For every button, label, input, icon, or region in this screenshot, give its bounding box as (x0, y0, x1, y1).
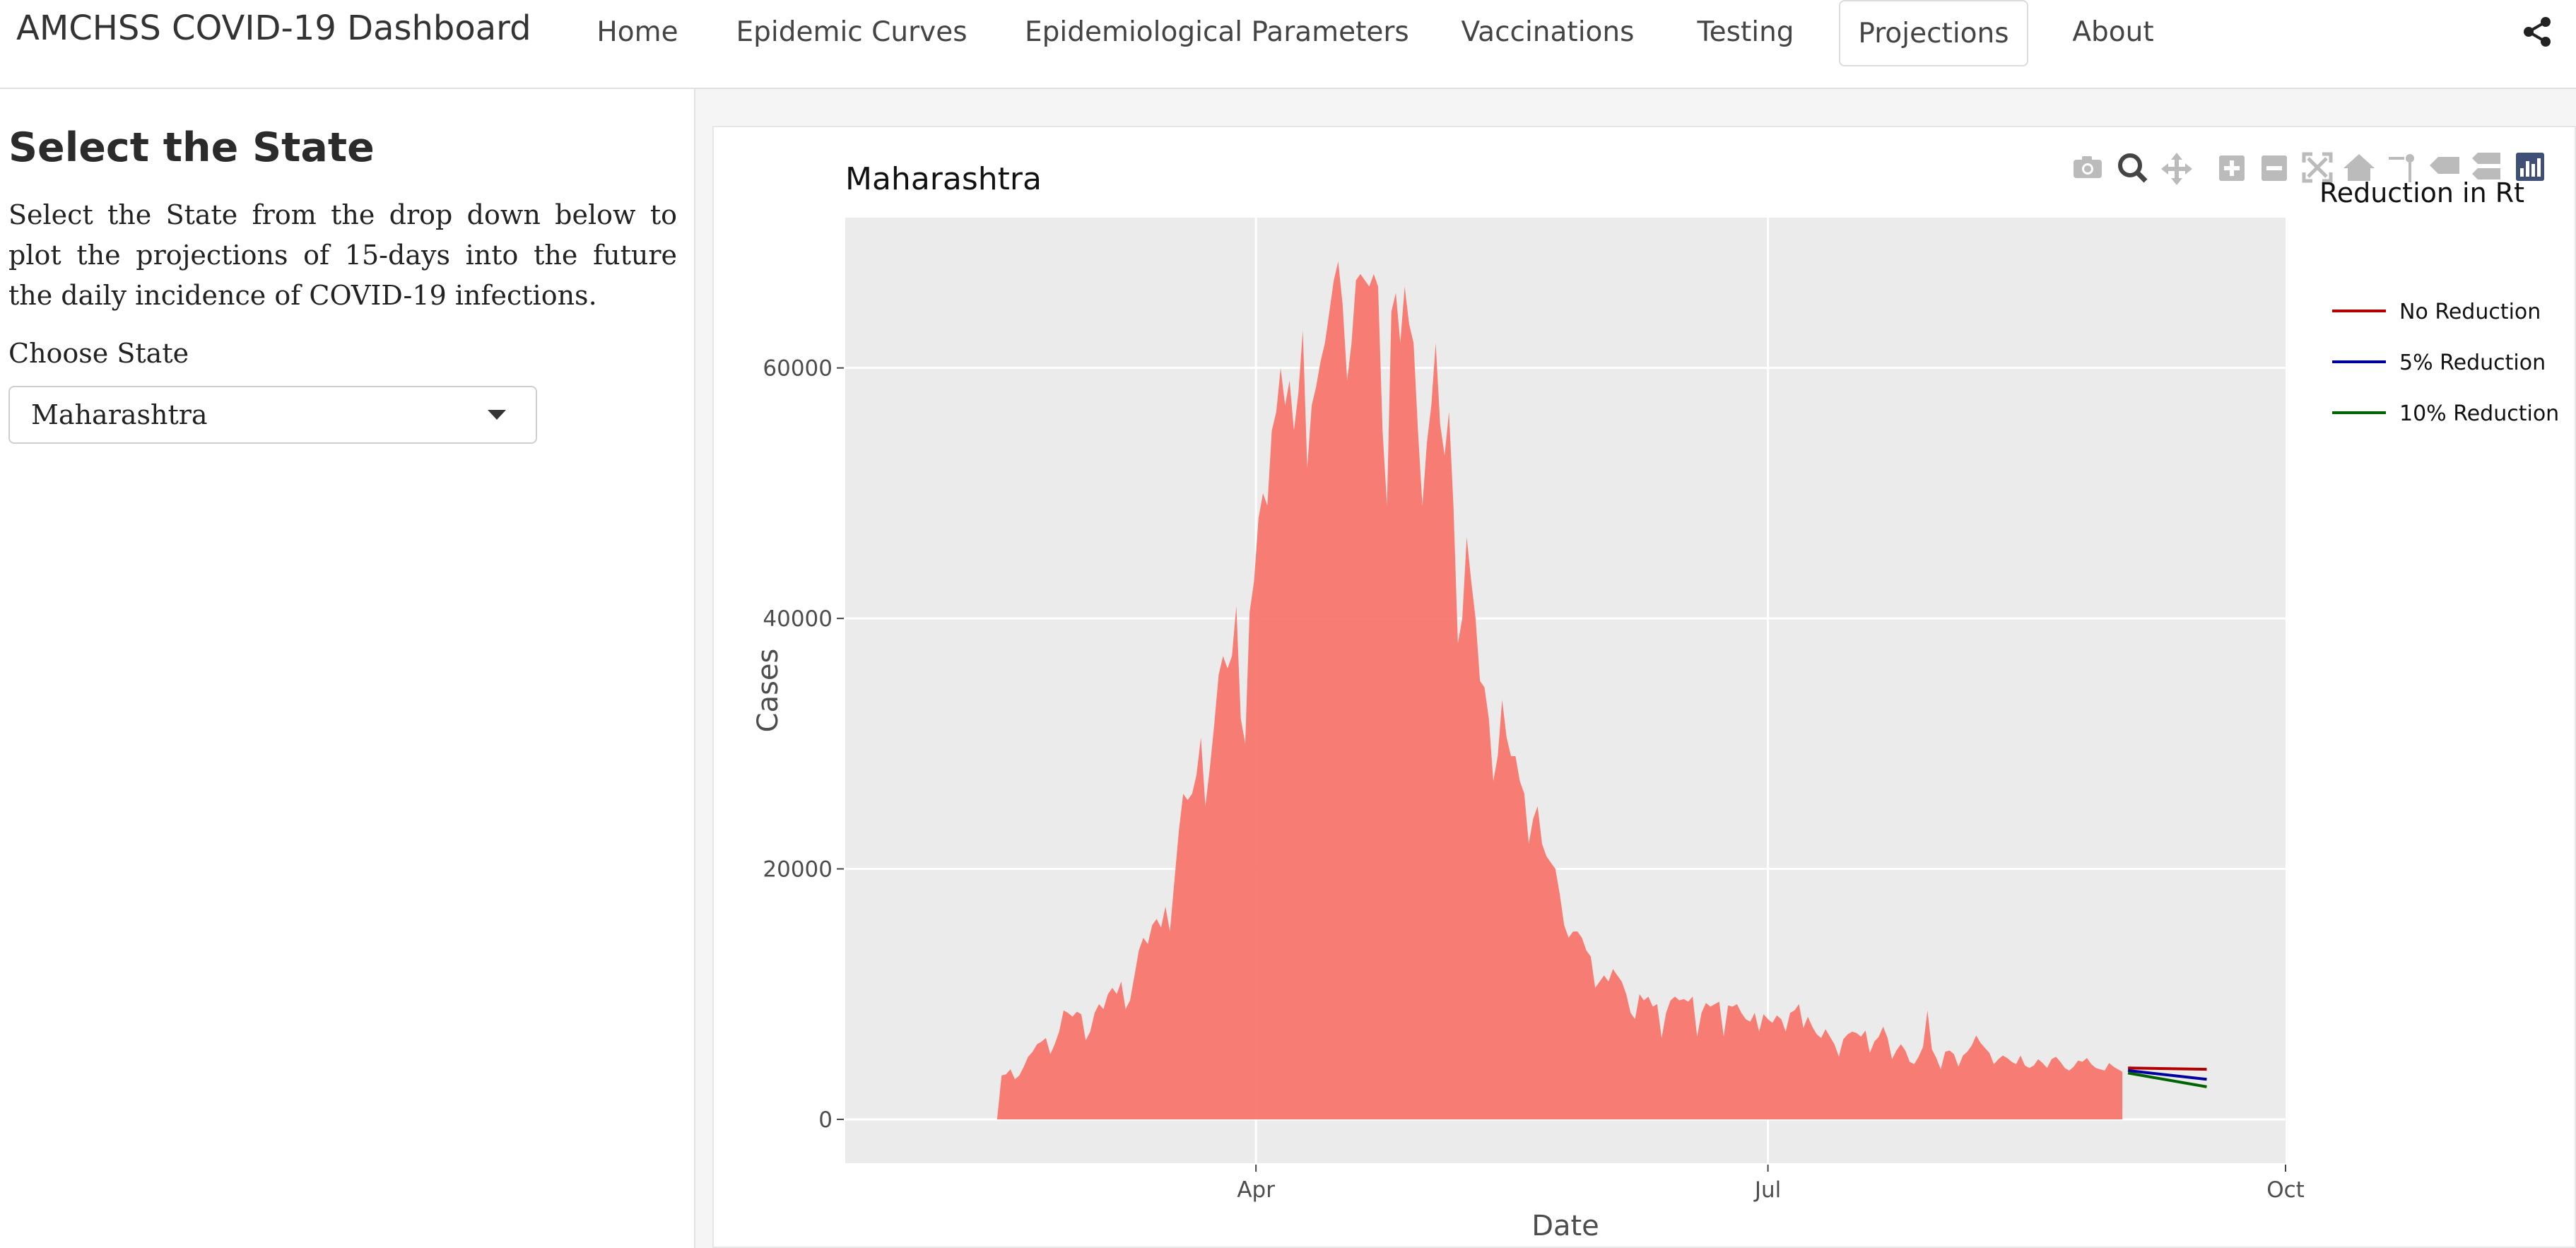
legend-item-ten-pct[interactable]: 10% Reduction (2332, 401, 2559, 426)
sidebar: Select the State Select the State from t… (0, 89, 695, 1248)
brand-title[interactable]: AMCHSS COVID-19 Dashboard (16, 8, 531, 48)
no-reduction-line[interactable] (2128, 1066, 2207, 1071)
nav-epidemic-curves[interactable]: Epidemic Curves (736, 16, 968, 48)
nav-projections[interactable]: Projections (1839, 0, 2028, 66)
legend-item-five-pct[interactable]: 5% Reduction (2332, 351, 2546, 375)
legend-title: Reduction in Rt (2319, 177, 2524, 208)
nav-home[interactable]: Home (596, 16, 678, 48)
five-pct-reduction-line[interactable] (2127, 1069, 2207, 1081)
autoscale-icon[interactable] (2302, 152, 2333, 183)
y-tick-label: 40000 (763, 606, 833, 632)
navbar: AMCHSS COVID-19 Dashboard Home Epidemic … (0, 0, 2576, 89)
legend-label: No Reduction (2399, 300, 2541, 324)
legend-label: 5% Reduction (2399, 351, 2546, 375)
projection-chart[interactable]: Maharashtra (714, 127, 2575, 1247)
legend-item-no-reduction[interactable]: No Reduction (2332, 300, 2541, 324)
y-tick-label: 0 (818, 1107, 833, 1133)
y-axis: 0 20000 40000 60000 (763, 356, 844, 1133)
camera-icon[interactable] (2074, 156, 2102, 178)
daily-cases-area[interactable] (996, 261, 2123, 1119)
home-icon[interactable] (2343, 154, 2375, 181)
plotly-logo-icon[interactable] (2516, 153, 2544, 181)
caret-down-icon (488, 410, 506, 420)
hover-compare-icon[interactable] (2472, 153, 2500, 179)
hover-closest-icon[interactable] (2430, 157, 2459, 174)
zoom-out-icon[interactable] (2262, 155, 2287, 181)
spike-lines-icon[interactable] (2389, 154, 2414, 182)
modebar (2074, 152, 2544, 185)
zoom-icon[interactable] (2118, 153, 2148, 183)
chart-panel: Maharashtra (712, 126, 2576, 1248)
x-tick-label: Oct (2266, 1177, 2305, 1203)
pan-icon[interactable] (2161, 153, 2192, 185)
x-axis: Apr Jul Oct (1237, 1165, 2305, 1203)
state-select[interactable]: Maharashtra (8, 386, 537, 444)
x-tick-label: Jul (1753, 1177, 1781, 1203)
state-select-value: Maharashtra (31, 399, 208, 430)
y-axis-label: Cases (752, 649, 784, 733)
nav-vaccinations[interactable]: Vaccinations (1461, 16, 1635, 48)
nav-testing[interactable]: Testing (1697, 16, 1794, 48)
zoom-in-icon[interactable] (2219, 155, 2245, 181)
main-area: Maharashtra (695, 89, 2576, 1248)
legend-label: 10% Reduction (2399, 401, 2559, 426)
x-tick-label: Apr (1237, 1177, 1275, 1203)
choose-state-label: Choose State (8, 338, 189, 369)
x-axis-label: Date (1531, 1210, 1599, 1242)
nav-about[interactable]: About (2072, 16, 2154, 48)
chart-title: Maharashtra (845, 161, 1042, 197)
nav-epidemiological-parameters[interactable]: Epidemiological Parameters (1025, 16, 1409, 48)
sidebar-title: Select the State (8, 124, 375, 171)
ten-pct-reduction-line[interactable] (2127, 1071, 2207, 1088)
share-icon[interactable] (2522, 16, 2554, 48)
projection-lines[interactable] (2127, 1066, 2207, 1088)
sidebar-description: Select the State from the drop down belo… (8, 199, 677, 311)
y-tick-label: 60000 (763, 356, 833, 382)
y-tick-label: 20000 (763, 857, 833, 883)
legend[interactable]: Reduction in Rt No Reduction 5% Reduction… (2319, 177, 2559, 426)
